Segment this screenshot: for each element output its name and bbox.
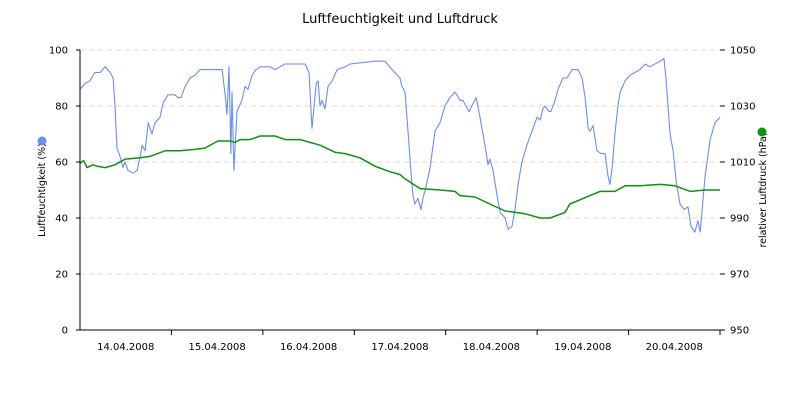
left-tick-label: 40 <box>55 214 68 225</box>
x-tick-label: 20.04.2008 <box>646 342 703 353</box>
axes-group: 0 20 40 60 80 100 950 970 990 1010 1030 1050 14.04.2… <box>49 46 756 354</box>
series-group <box>79 57 721 233</box>
humidity-line <box>79 57 721 233</box>
x-tick-label: 15.04.2008 <box>189 342 246 353</box>
pressure-legend-dot <box>757 127 767 137</box>
x-tick-label: 18.04.2008 <box>463 342 520 353</box>
left-axis-title: Luftfeuchtigkeit (%) <box>37 143 48 237</box>
left-tick-label: 0 <box>62 326 68 337</box>
chart-title: Luftfeuchtigkeit und Luftdruck <box>302 12 498 27</box>
x-tick-label: 16.04.2008 <box>280 342 337 353</box>
right-tick-label: 1050 <box>730 46 755 57</box>
left-tick-label: 20 <box>55 270 68 281</box>
right-tick-label: 1030 <box>730 102 755 113</box>
gridlines <box>80 49 720 275</box>
pressure-line <box>79 135 720 219</box>
humidity-legend-dot <box>37 136 47 146</box>
right-tick-label: 1010 <box>730 158 755 169</box>
right-tick-label: 990 <box>730 214 749 225</box>
right-axis-title: relativer Luftdruck (hPa) <box>758 132 769 247</box>
left-tick-label: 60 <box>55 158 68 169</box>
left-tick-label: 100 <box>49 46 68 57</box>
left-tick-label: 80 <box>55 102 68 113</box>
x-tick-label: 19.04.2008 <box>554 342 611 353</box>
right-tick-label: 970 <box>730 270 749 281</box>
right-tick-label: 950 <box>730 326 749 337</box>
x-tick-label: 17.04.2008 <box>371 342 428 353</box>
x-tick-label: 14.04.2008 <box>97 342 154 353</box>
